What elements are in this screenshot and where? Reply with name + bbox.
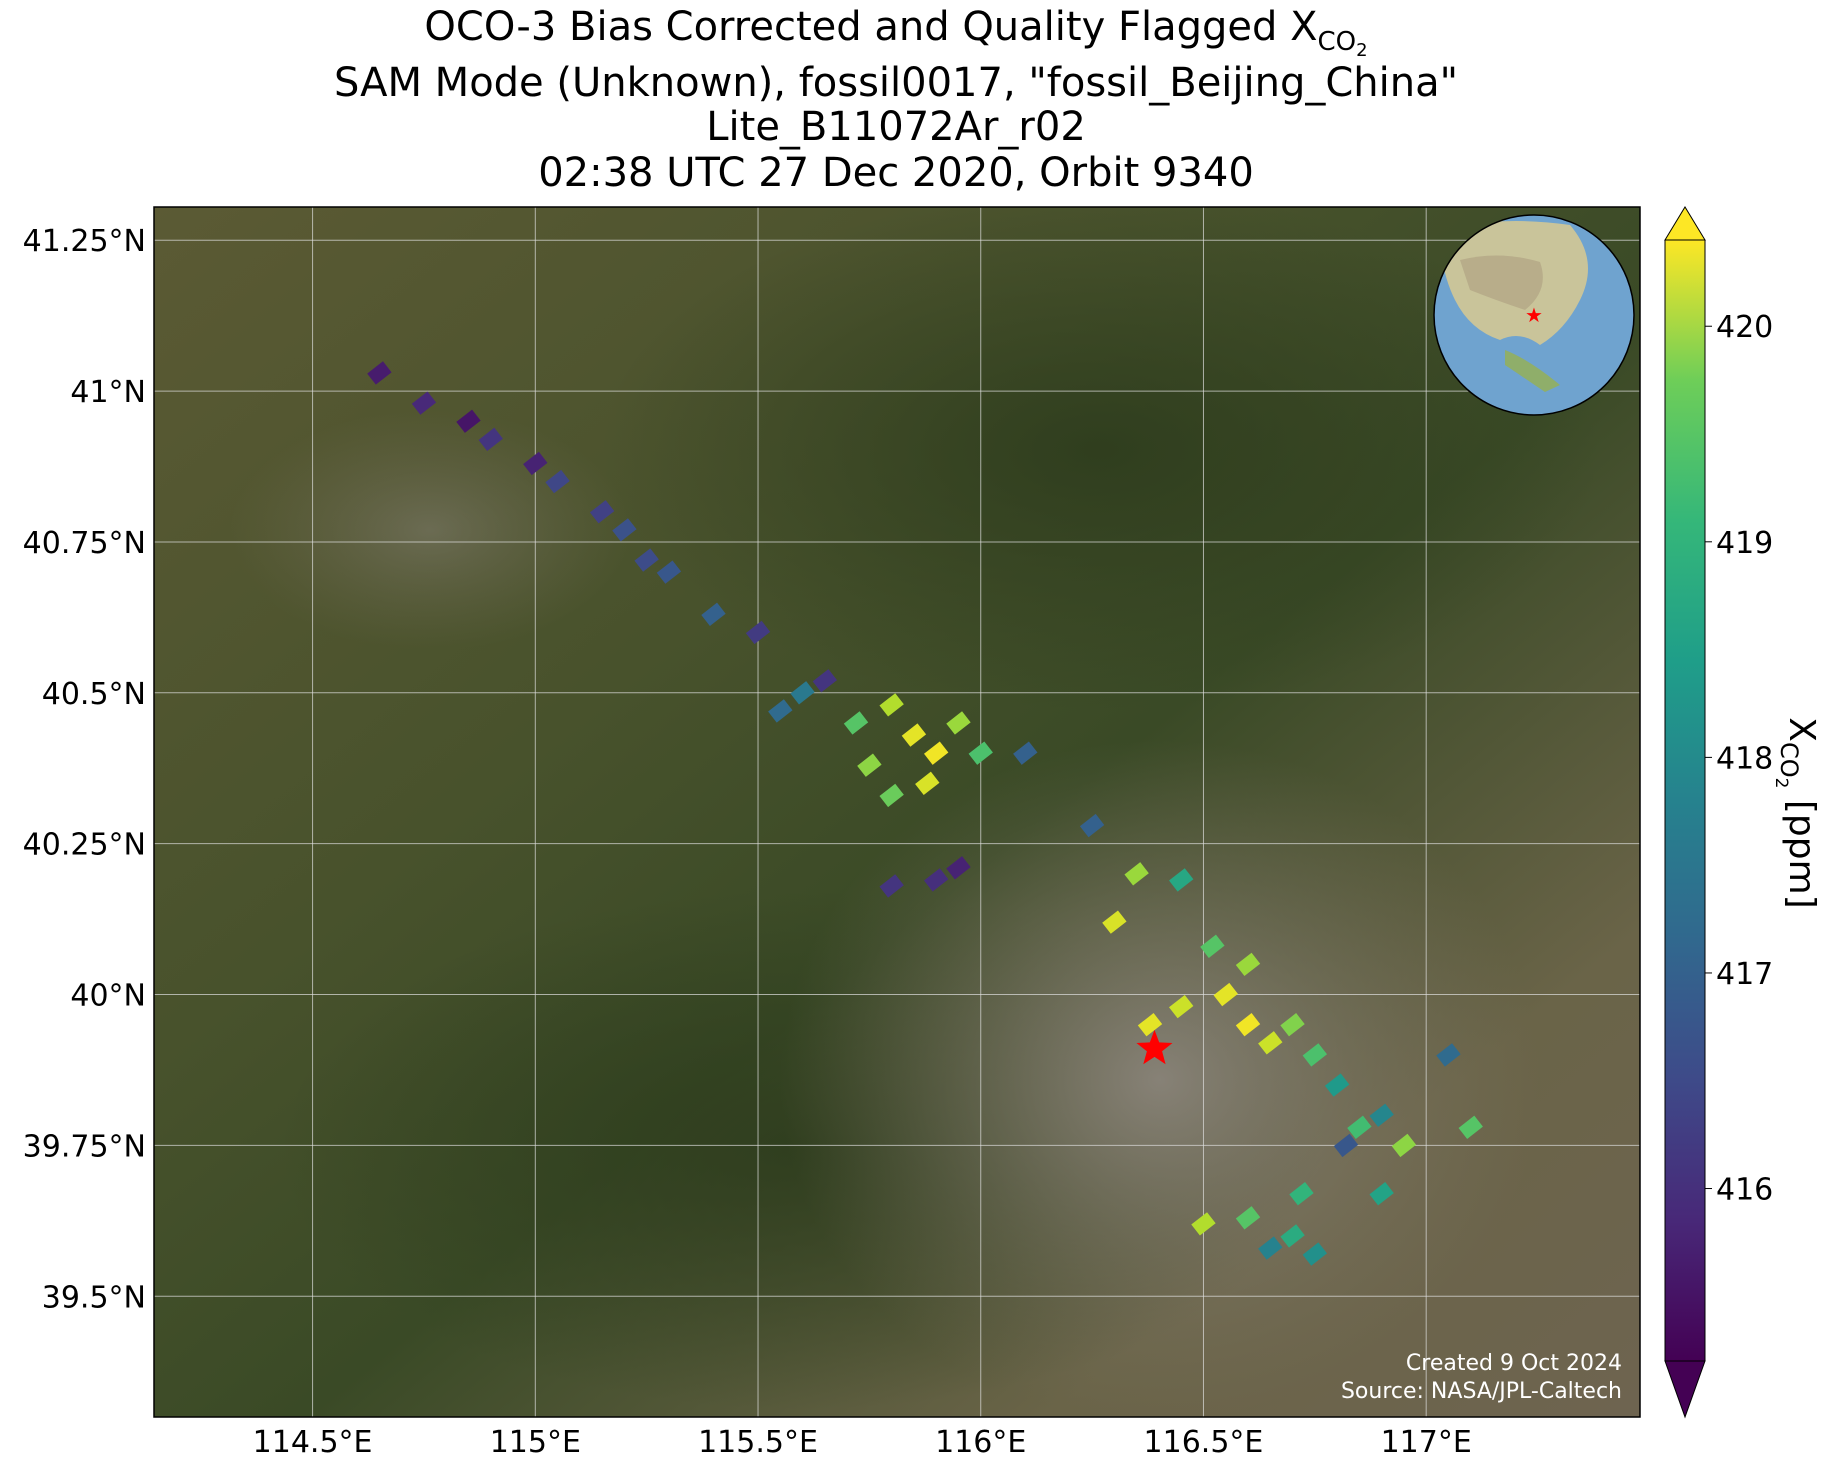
sounding <box>1302 1242 1328 1266</box>
y-tick-label: 40°N <box>70 979 146 1014</box>
sounding <box>1124 862 1149 886</box>
title-subsubscript: 2 <box>1356 40 1367 61</box>
sounding <box>790 681 815 705</box>
sounding <box>1079 813 1105 838</box>
sounding <box>478 427 503 452</box>
sounding <box>1333 1133 1359 1158</box>
chart-title: OCO-3 Bias Corrected and Quality Flagged… <box>424 4 1367 61</box>
colorbar-tick-label: 417 <box>1716 957 1773 992</box>
target-marker <box>1136 1029 1173 1065</box>
sounding <box>367 361 392 385</box>
y-tick-label: 39.75°N <box>23 1129 146 1164</box>
sounding <box>612 518 637 542</box>
x-tick-label: 115.5°E <box>698 1425 818 1460</box>
sounding <box>857 753 882 777</box>
title-text: OCO-3 Bias Corrected and Quality Flagged… <box>424 4 1317 50</box>
grid <box>154 207 1640 1417</box>
sounding <box>1235 952 1261 977</box>
sounding <box>589 500 615 524</box>
cbar-label-subscript: CO <box>1775 742 1803 778</box>
sounding <box>745 620 771 645</box>
sounding <box>879 783 904 808</box>
sounding <box>1137 1013 1163 1037</box>
globe-inset: ★ <box>1433 214 1635 416</box>
sounding <box>1289 1182 1314 1206</box>
sounding <box>1347 1115 1372 1139</box>
sounding <box>523 451 548 476</box>
colorbar-tick-label: 419 <box>1716 526 1773 561</box>
cbar-label-text: X <box>1781 717 1822 742</box>
sounding <box>1258 1031 1283 1055</box>
swath <box>367 361 1483 1266</box>
sounding <box>1369 1182 1394 1206</box>
sounding <box>1369 1103 1394 1127</box>
subtitle: SAM Mode (Unknown), fossil0017, "fossil_… <box>334 60 1458 106</box>
sounding <box>968 741 993 765</box>
sounding <box>1458 1115 1483 1139</box>
colorbar-label: XCO2 [ppm] <box>1771 717 1822 908</box>
y-tick-label: 39.5°N <box>42 1280 146 1315</box>
y-tick-label: 41.25°N <box>23 224 146 259</box>
sounding <box>1235 1206 1261 1230</box>
sounding <box>1169 994 1194 1019</box>
sounding <box>1013 741 1038 765</box>
cbar-label-suffix: [ppm] <box>1781 788 1822 908</box>
sounding <box>656 560 682 584</box>
colorbar <box>1664 206 1706 1419</box>
annotation: Source: NASA/JPL-Caltech <box>1341 1379 1622 1404</box>
colorbar-ticks: 416 417 418 419 420 <box>1705 310 1773 1208</box>
map-frame <box>153 206 1641 1418</box>
sounding <box>634 548 659 572</box>
x-tick-label: 114.5°E <box>253 1425 373 1460</box>
title-subscript: CO <box>1318 27 1357 57</box>
sounding <box>812 669 838 693</box>
sounding <box>1102 910 1127 934</box>
sounding <box>1391 1133 1417 1158</box>
sounding <box>1324 1073 1350 1097</box>
sounding <box>701 602 726 627</box>
sounding <box>1280 1224 1305 1248</box>
sounding <box>411 391 437 415</box>
sounding <box>915 771 940 796</box>
sounding <box>545 469 570 494</box>
sounding <box>1213 982 1238 1007</box>
colorbar-tick-label: 418 <box>1716 741 1773 776</box>
basemap <box>154 207 1640 1417</box>
y-tick-label: 41°N <box>70 375 146 410</box>
sounding <box>1302 1043 1328 1067</box>
sounding <box>879 693 904 717</box>
sounding <box>901 723 927 747</box>
sounding <box>1436 1043 1461 1067</box>
sounding <box>1200 934 1225 958</box>
sounding <box>924 741 949 765</box>
x-tick-label: 115°E <box>490 1425 581 1460</box>
y-tick-label: 40.75°N <box>23 526 146 561</box>
sounding <box>768 699 793 723</box>
svg-text:★: ★ <box>1525 303 1543 327</box>
subtitle: Lite_B11072Ar_r02 <box>706 104 1086 150</box>
colorbar-tick-label: 416 <box>1716 1173 1773 1208</box>
sounding <box>1235 1013 1261 1037</box>
y-tick-label: 40.25°N <box>23 828 146 863</box>
colorbar-tick-label: 420 <box>1716 310 1773 345</box>
sounding <box>1280 1013 1305 1037</box>
sounding <box>1169 868 1194 892</box>
sounding <box>1258 1236 1283 1260</box>
sounding <box>456 409 481 433</box>
sounding <box>946 711 971 735</box>
sounding <box>946 856 971 880</box>
cbar-label-subsubscript: 2 <box>1771 778 1791 789</box>
x-tick-label: 117°E <box>1381 1425 1472 1460</box>
x-tick-label: 116°E <box>935 1425 1026 1460</box>
sounding <box>879 874 904 898</box>
sounding <box>1191 1212 1216 1236</box>
sounding <box>924 868 949 892</box>
subtitle: 02:38 UTC 27 Dec 2020, Orbit 9340 <box>538 150 1254 196</box>
y-tick-label: 40.5°N <box>42 677 146 712</box>
sounding <box>843 711 869 735</box>
annotation: Created 9 Oct 2024 <box>1406 1351 1622 1376</box>
x-tick-label: 116.5°E <box>1144 1425 1264 1460</box>
